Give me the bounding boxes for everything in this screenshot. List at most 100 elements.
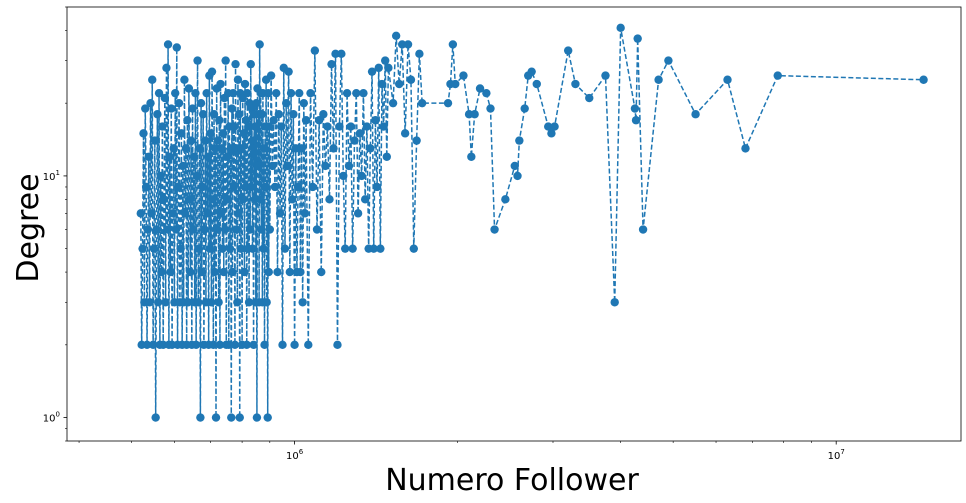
data-point — [259, 244, 268, 253]
data-point — [229, 182, 238, 192]
data-point — [172, 43, 181, 52]
data-point — [171, 88, 180, 98]
data-point — [339, 171, 348, 181]
data-point — [291, 144, 300, 153]
data-point — [246, 59, 255, 69]
data-point — [264, 267, 273, 277]
data-point — [308, 182, 317, 192]
data-point — [630, 104, 640, 113]
data-point — [314, 116, 324, 125]
data-point — [367, 67, 377, 76]
data-point — [325, 195, 334, 204]
data-point — [260, 340, 269, 350]
data-point — [299, 98, 309, 108]
data-point — [218, 129, 228, 138]
data-point — [397, 40, 407, 49]
data-point — [227, 104, 237, 113]
data-point — [148, 75, 157, 84]
y-tick-label: 100 — [43, 411, 60, 425]
data-point — [348, 244, 357, 253]
data-point — [288, 195, 297, 204]
data-point — [304, 340, 313, 350]
data-point — [151, 413, 160, 422]
data-point — [186, 136, 196, 145]
data-point — [215, 116, 224, 125]
data-point — [723, 75, 732, 84]
data-point — [616, 23, 625, 33]
data-point — [369, 244, 378, 253]
data-point — [234, 209, 243, 218]
data-point — [247, 182, 256, 192]
data-point — [207, 298, 216, 307]
data-point — [252, 413, 262, 422]
data-point — [241, 116, 251, 125]
data-point — [251, 122, 260, 131]
data-point — [265, 122, 274, 131]
series-line — [140, 27, 924, 418]
data-point — [231, 225, 241, 234]
data-point — [177, 129, 186, 138]
y-tick-label: 101 — [43, 169, 60, 183]
data-point — [272, 88, 281, 98]
data-point — [268, 161, 277, 171]
data-point — [296, 267, 305, 277]
data-point — [145, 298, 154, 307]
data-point — [159, 195, 169, 204]
data-point — [192, 171, 202, 181]
data-point — [216, 79, 225, 89]
data-point — [244, 122, 253, 131]
data-point — [520, 104, 529, 113]
data-point — [161, 298, 170, 307]
data-point — [353, 209, 363, 218]
data-point — [337, 49, 346, 59]
data-point — [207, 67, 217, 76]
data-point — [189, 152, 199, 161]
data-point — [317, 267, 326, 277]
data-point — [357, 171, 366, 181]
data-point — [374, 63, 383, 73]
data-point — [417, 98, 427, 108]
data-point — [231, 59, 240, 69]
data-point — [415, 49, 424, 59]
data-point — [403, 40, 413, 49]
x-axis-label: Numero Follower — [385, 463, 639, 498]
data-point — [237, 144, 246, 153]
data-point — [168, 209, 178, 218]
data-point — [448, 40, 458, 49]
data-point — [174, 182, 183, 192]
data-point — [203, 152, 213, 161]
data-point — [211, 413, 221, 422]
data-point — [412, 136, 421, 145]
data-point — [209, 110, 219, 119]
data-point — [171, 225, 181, 234]
data-point — [213, 136, 223, 145]
data-point — [198, 182, 207, 192]
data-point — [293, 182, 303, 192]
data-point — [282, 98, 291, 108]
data-point — [379, 122, 388, 131]
data-point — [194, 244, 204, 253]
data-point — [327, 59, 336, 69]
data-point — [366, 144, 375, 153]
data-point — [443, 98, 453, 108]
data-point — [297, 144, 306, 153]
data-point — [191, 88, 200, 98]
data-point — [206, 129, 215, 138]
data-point — [154, 298, 163, 307]
data-point — [205, 244, 215, 253]
data-point — [208, 195, 217, 204]
data-point — [167, 104, 176, 113]
data-point — [255, 40, 264, 49]
data-point — [654, 75, 663, 84]
data-point — [486, 104, 495, 113]
data-point — [146, 98, 155, 108]
data-point — [149, 244, 159, 253]
data-point — [264, 88, 273, 98]
data-point — [372, 182, 382, 192]
data-point — [215, 340, 225, 350]
data-point — [515, 136, 524, 145]
data-point — [289, 110, 298, 119]
data-point — [162, 63, 171, 73]
data-point — [141, 182, 151, 192]
data-point — [340, 244, 350, 253]
